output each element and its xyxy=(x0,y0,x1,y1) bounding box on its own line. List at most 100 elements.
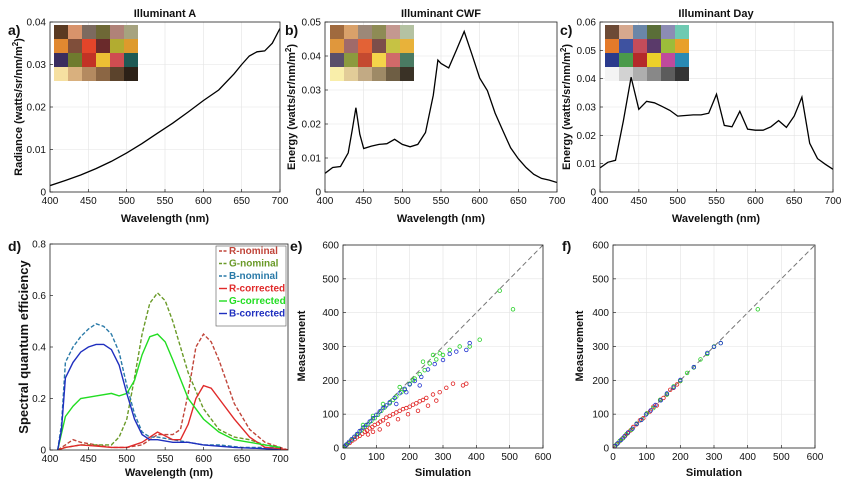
x-tick-label: 600 xyxy=(195,196,212,207)
scatter-point xyxy=(360,425,366,430)
series-line xyxy=(57,333,281,450)
y-tick-labels: 0 100 200 300 400 500 600 xyxy=(592,241,616,455)
scatter-point xyxy=(387,400,392,405)
scatter-point xyxy=(664,391,670,396)
color-swatch xyxy=(344,53,358,67)
plot-series xyxy=(57,291,288,450)
y-tick-labels: 0 100 200 300 400 500 600 xyxy=(322,241,346,455)
scatter-point xyxy=(457,344,462,349)
scatter-point xyxy=(613,444,617,448)
scatter-point xyxy=(437,390,442,395)
y-tick-label: 400 xyxy=(322,308,339,319)
x-tick-labels: 400 450 500 550 600 650 700 xyxy=(42,189,289,207)
chart-title: Illuminant Day xyxy=(678,8,754,20)
x-tick-label: 100 xyxy=(368,452,385,463)
y-tick-label: 0 xyxy=(40,446,46,457)
scatter-point xyxy=(629,427,634,432)
y-tick-label: 0.04 xyxy=(302,52,322,63)
scatter-point xyxy=(691,364,696,370)
x-tick-labels: 400 450 500 550 600 650 700 xyxy=(42,447,289,465)
legend-box xyxy=(215,245,287,327)
scatter-point xyxy=(425,403,431,408)
y-tick-label: 0.03 xyxy=(302,86,322,97)
color-swatch xyxy=(68,25,82,39)
scatter-point xyxy=(653,402,658,408)
y-tick-label: 100 xyxy=(322,410,339,421)
series-line xyxy=(325,29,557,184)
color-swatch xyxy=(330,67,344,81)
color-swatch xyxy=(675,53,689,67)
y-tick-label: 0 xyxy=(40,188,46,199)
legend-label: B-nominal xyxy=(229,271,278,282)
scatter-point xyxy=(434,357,439,362)
color-swatch xyxy=(82,39,96,53)
color-swatch xyxy=(647,53,661,67)
x-tick-label: 100 xyxy=(638,452,655,463)
color-swatch xyxy=(96,53,110,67)
scatter-point xyxy=(380,418,386,423)
x-axis-label: Wavelength (nm) xyxy=(397,213,486,225)
scatter-point xyxy=(634,421,639,427)
x-tick-label: 550 xyxy=(708,196,725,207)
color-swatch xyxy=(124,25,138,39)
legend-label: G-corrected xyxy=(229,296,286,307)
y-axis-label: Measurement xyxy=(574,310,586,381)
scatter-point xyxy=(394,401,399,407)
series-line xyxy=(50,28,280,187)
scatter-point xyxy=(432,361,437,367)
panel-label: c) xyxy=(560,22,572,38)
scatter-point xyxy=(346,439,352,445)
scatter-point xyxy=(698,357,703,362)
x-tick-label: 400 xyxy=(42,196,59,207)
x-tick-label: 450 xyxy=(630,196,647,207)
x-axis-label: Wavelength (nm) xyxy=(121,213,210,225)
scatter-point xyxy=(349,437,354,442)
scatter-point xyxy=(352,434,357,439)
color-swatch xyxy=(110,53,124,67)
scatter-point xyxy=(450,381,456,386)
scatter-point xyxy=(444,385,449,390)
color-swatch xyxy=(605,67,619,81)
color-swatch xyxy=(372,25,386,39)
color-swatch xyxy=(330,39,344,53)
scatter-point xyxy=(395,417,401,422)
y-tick-label: 200 xyxy=(592,376,609,387)
color-swatch xyxy=(110,67,124,81)
x-tick-label: 650 xyxy=(234,454,251,465)
color-swatch xyxy=(675,67,689,81)
scatter-point xyxy=(625,430,631,435)
color-swatch xyxy=(386,67,400,81)
color-swatch xyxy=(675,25,689,39)
x-tick-label: 700 xyxy=(549,196,566,207)
chart-title: Illuminant A xyxy=(134,8,197,20)
y-axis-label: Spectral quantum efficiency xyxy=(16,260,31,434)
color-swatch xyxy=(647,67,661,81)
scatter-point xyxy=(370,429,376,434)
x-tick-label: 600 xyxy=(195,454,212,465)
color-swatch xyxy=(400,25,414,39)
x-tick-label: 650 xyxy=(510,196,527,207)
scatter-point xyxy=(370,416,376,421)
color-swatch xyxy=(372,39,386,53)
scatter-point xyxy=(344,442,349,447)
series-line xyxy=(57,384,288,450)
y-tick-labels: 0 0.01 0.02 0.03 0.04 xyxy=(27,18,53,199)
color-swatch xyxy=(82,53,96,67)
scatter-point xyxy=(618,437,624,443)
scatter-point xyxy=(380,405,386,411)
plot-series xyxy=(600,77,833,170)
y-tick-label: 0.6 xyxy=(32,291,46,302)
y-tick-label: 600 xyxy=(592,241,609,252)
scatter-point xyxy=(385,422,391,427)
scatter-point xyxy=(674,382,680,387)
color-swatch xyxy=(68,67,82,81)
legend-label: R-nominal xyxy=(229,246,278,257)
color-swatch xyxy=(358,39,372,53)
y-tick-label: 0.06 xyxy=(577,18,597,29)
scatter-point xyxy=(377,409,382,414)
scatter-point xyxy=(711,344,717,349)
scatter-point xyxy=(425,367,431,372)
scatter-point xyxy=(668,387,673,392)
scatter-point xyxy=(447,351,452,357)
